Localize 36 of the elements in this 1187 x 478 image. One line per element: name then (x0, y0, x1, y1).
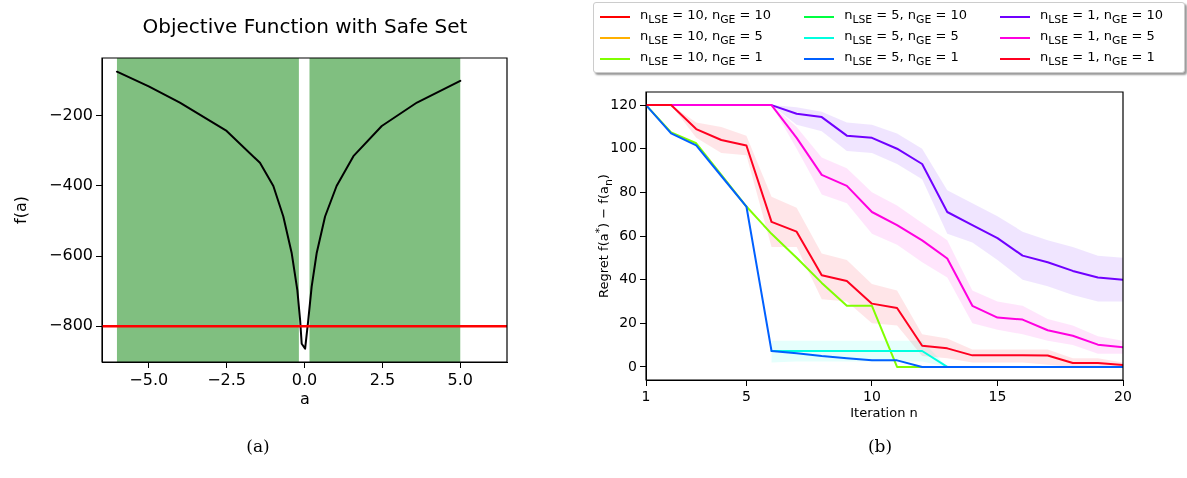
x-tick-label: 5.0 (447, 369, 473, 389)
x-tick-label: 20 (1114, 388, 1132, 405)
y-tick-label: 80 (619, 183, 637, 199)
legend-label: n$_{LSE}$ = 5, n$_{GE}$ = 5 (844, 28, 959, 47)
legend-label: n$_{LSE}$ = 5, n$_{GE}$ = 1 (844, 49, 959, 68)
y-tick-label: −400 (49, 175, 93, 195)
x-tick-label: 2.5 (369, 369, 396, 389)
legend-label: n$_{LSE}$ = 10, n$_{GE}$ = 5 (640, 28, 763, 47)
x-tick-label: 10 (863, 388, 881, 405)
y-tick-label: −800 (49, 315, 93, 335)
legend-label: n$_{LSE}$ = 10, n$_{GE}$ = 10 (640, 7, 772, 26)
x-axis-title: a (300, 388, 310, 408)
x-tick-label: −2.5 (207, 369, 247, 389)
x-axis-title: Iteration n (850, 404, 918, 420)
x-tick-label: 0.0 (291, 369, 318, 389)
y-tick-label: 100 (610, 139, 637, 156)
x-tick-label: 15 (988, 388, 1007, 405)
legend-label: n$_{LSE}$ = 10, n$_{GE}$ = 1 (640, 49, 763, 68)
y-tick-label: 0 (628, 357, 637, 374)
legend-label: n$_{LSE}$ = 5, n$_{GE}$ = 10 (844, 7, 968, 26)
chart-title: Objective Function with Safe Set (142, 14, 468, 38)
y-tick-label: 60 (619, 226, 637, 243)
text: (a) (246, 436, 270, 456)
y-tick-label: 120 (610, 95, 637, 112)
x-tick-label: 1 (641, 388, 651, 405)
text: (b) (867, 436, 893, 456)
y-axis-title: f(a) (10, 196, 30, 224)
y-tick-label: −600 (49, 245, 93, 265)
x-tick-label: −5.0 (129, 369, 169, 389)
legend-label: n$_{LSE}$ = 1, n$_{GE}$ = 10 (1040, 7, 1163, 26)
legend-label: n$_{LSE}$ = 1, n$_{GE}$ = 5 (1040, 28, 1155, 47)
legend-label: n$_{LSE}$ = 1, n$_{GE}$ = 1 (1040, 49, 1155, 68)
x-tick-label: 5 (741, 388, 751, 405)
y-tick-label: 40 (619, 270, 637, 287)
y-tick-label: 20 (619, 313, 637, 330)
y-tick-label: −200 (49, 105, 93, 125)
